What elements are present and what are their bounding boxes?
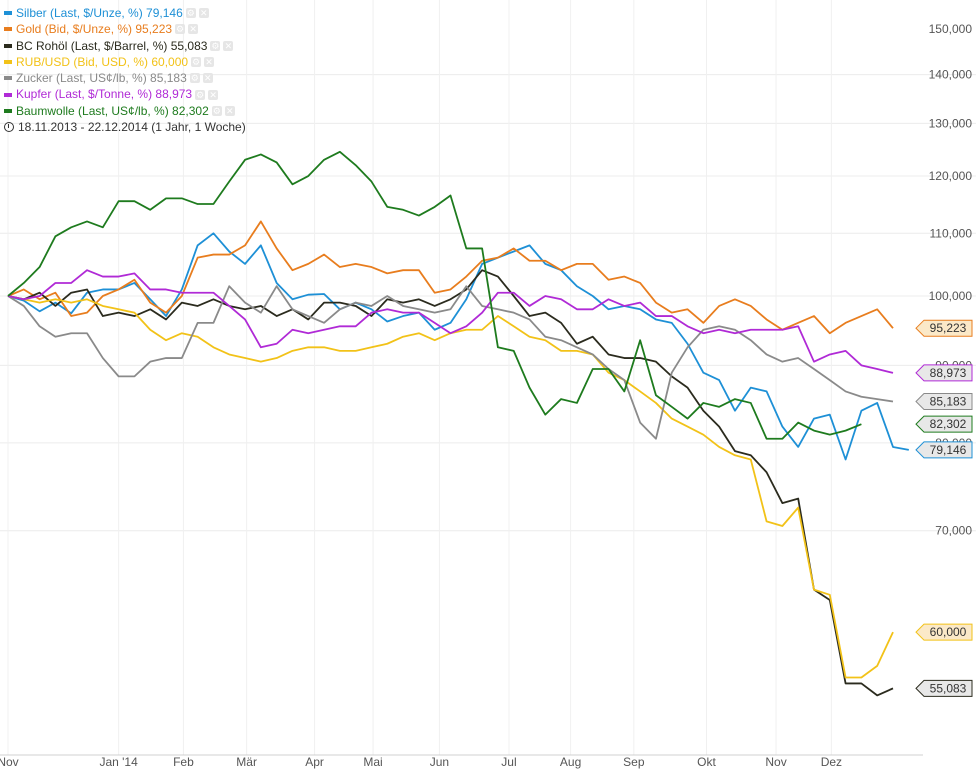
close-icon[interactable]: ✕ xyxy=(223,40,234,51)
close-icon[interactable]: ✕ xyxy=(208,89,219,100)
legend-swatch xyxy=(4,108,12,113)
legend-item[interactable]: Baumwolle (Last, US¢/lb, %) 82,302 ⚙ ✕ xyxy=(4,103,246,119)
legend-label: Kupfer (Last, $/Tonne, %) 88,973 xyxy=(16,87,193,102)
settings-icon[interactable]: ⚙ xyxy=(210,40,221,51)
x-tick-label: Sep xyxy=(623,755,645,769)
last-value-tag: 95,223 xyxy=(915,319,973,337)
legend-swatch xyxy=(4,92,12,97)
close-icon[interactable]: ✕ xyxy=(198,8,209,19)
settings-icon[interactable]: ⚙ xyxy=(175,24,186,35)
svg-text:88,973: 88,973 xyxy=(930,366,967,380)
settings-icon[interactable]: ⚙ xyxy=(191,57,202,68)
series-line-bc-roh-l[interactable] xyxy=(7,269,894,697)
close-icon[interactable]: ✕ xyxy=(224,105,235,116)
legend-item[interactable]: RUB/USD (Bid, USD, %) 60,000 ⚙ ✕ xyxy=(4,54,246,70)
settings-icon[interactable]: ⚙ xyxy=(185,8,196,19)
x-tick-label: Okt xyxy=(697,755,716,769)
legend-period: 18.11.2013 - 22.12.2014 (1 Jahr, 1 Woche… xyxy=(4,119,246,135)
close-icon[interactable]: ✕ xyxy=(188,24,199,35)
svg-text:79,146: 79,146 xyxy=(930,443,967,457)
legend-item[interactable]: Silber (Last, $/Unze, %) 79,146 ⚙ ✕ xyxy=(4,5,246,21)
y-tick-label: 140,000 xyxy=(929,68,973,82)
svg-text:95,223: 95,223 xyxy=(930,321,967,335)
last-value-tag: 85,183 xyxy=(915,393,973,411)
series-line-gold[interactable] xyxy=(7,220,894,335)
legend: Silber (Last, $/Unze, %) 79,146 ⚙ ✕ Gold (B… xyxy=(4,5,246,135)
x-tick-label: Feb xyxy=(173,755,194,769)
series-line-kupfer[interactable] xyxy=(7,269,894,374)
legend-item[interactable]: BC Rohöl (Last, $/Barrel, %) 55,083 ⚙ ✕ xyxy=(4,38,246,54)
last-value-tag: 60,000 xyxy=(915,623,973,641)
y-tick-label: 70,000 xyxy=(935,524,972,538)
last-value-tag: 55,083 xyxy=(915,679,973,697)
legend-label: Zucker (Last, US¢/lb, %) 85,183 xyxy=(16,71,187,86)
svg-text:82,302: 82,302 xyxy=(930,417,967,431)
close-icon[interactable]: ✕ xyxy=(202,73,213,84)
series-line-rub-usd[interactable] xyxy=(7,295,894,679)
legend-swatch xyxy=(4,11,12,16)
svg-text:55,083: 55,083 xyxy=(930,681,967,695)
series-line-silber[interactable] xyxy=(7,232,909,461)
legend-swatch xyxy=(4,43,12,48)
legend-label: Silber (Last, $/Unze, %) 79,146 xyxy=(16,6,183,20)
x-tick-label: Jul xyxy=(501,755,516,769)
series-line-baumwolle[interactable] xyxy=(7,150,862,440)
legend-label: BC Rohöl (Last, $/Barrel, %) 55,083 xyxy=(16,38,208,53)
legend-item[interactable]: Gold (Bid, $/Unze, %) 95,223 ⚙ ✕ xyxy=(4,21,246,37)
x-tick-label: Aug xyxy=(560,755,581,769)
x-tick-label: Nov xyxy=(765,755,786,769)
last-value-tag: 88,973 xyxy=(915,364,973,382)
y-tick-label: 100,000 xyxy=(929,289,973,303)
period-label: 18.11.2013 - 22.12.2014 (1 Jahr, 1 Woche… xyxy=(18,120,246,135)
legend-item[interactable]: Zucker (Last, US¢/lb, %) 85,183 ⚙ ✕ xyxy=(4,70,246,86)
legend-swatch xyxy=(4,27,12,32)
y-tick-label: 130,000 xyxy=(929,116,973,130)
x-tick-label: Apr xyxy=(305,755,324,769)
last-value-tag: 82,302 xyxy=(915,415,973,433)
x-tick-label: Mär xyxy=(236,755,257,769)
svg-text:85,183: 85,183 xyxy=(930,395,967,409)
settings-icon[interactable]: ⚙ xyxy=(189,73,200,84)
legend-swatch xyxy=(4,60,12,65)
settings-icon[interactable]: ⚙ xyxy=(211,105,222,116)
y-tick-label-top: 150,000 xyxy=(929,22,973,36)
legend-label: RUB/USD (Bid, USD, %) 60,000 xyxy=(16,54,189,69)
x-tick-label: Nov xyxy=(0,755,19,769)
x-tick-label: Mai xyxy=(363,755,382,769)
settings-icon[interactable]: ⚙ xyxy=(195,89,206,100)
legend-label: Baumwolle (Last, US¢/lb, %) 82,302 xyxy=(16,103,209,118)
clock-icon xyxy=(4,122,14,133)
close-icon[interactable]: ✕ xyxy=(204,57,215,68)
last-value-tag: 79,146 xyxy=(915,441,973,459)
legend-swatch xyxy=(4,76,12,81)
x-tick-label: Jan '14 xyxy=(99,755,138,769)
legend-item[interactable]: Kupfer (Last, $/Tonne, %) 88,973 ⚙ ✕ xyxy=(4,86,246,102)
x-tick-label: Dez xyxy=(821,755,842,769)
y-tick-label: 110,000 xyxy=(930,226,973,240)
svg-text:60,000: 60,000 xyxy=(930,625,967,639)
series-line-zucker[interactable] xyxy=(7,285,894,440)
x-tick-label: Jun xyxy=(430,755,449,769)
y-tick-label: 120,000 xyxy=(929,169,973,183)
legend-label: Gold (Bid, $/Unze, %) 95,223 xyxy=(16,22,173,37)
